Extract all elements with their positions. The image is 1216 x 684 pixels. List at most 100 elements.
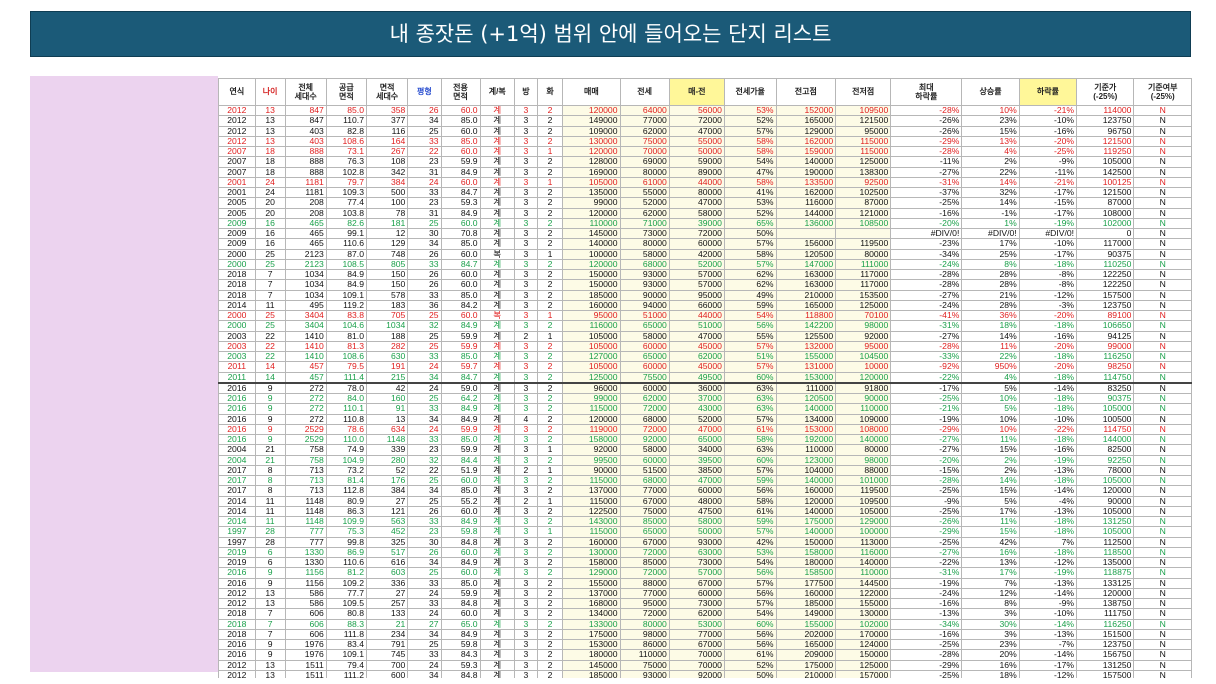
- table-cell[interactable]: 58000: [619, 248, 670, 260]
- table-cell[interactable]: 27: [407, 618, 442, 630]
- table-cell[interactable]: 53%: [723, 546, 777, 559]
- table-cell[interactable]: 92250: [1076, 454, 1135, 466]
- table-cell[interactable]: 110.0: [325, 433, 367, 446]
- table-cell[interactable]: 109000: [835, 413, 892, 425]
- table-cell[interactable]: 2: [536, 361, 564, 373]
- table-cell[interactable]: 62000: [619, 125, 670, 137]
- table-cell[interactable]: 122500: [562, 505, 621, 518]
- table-cell[interactable]: 52%: [723, 207, 777, 219]
- table-cell[interactable]: 100000: [562, 248, 621, 260]
- table-cell[interactable]: 2018: [218, 628, 256, 641]
- table-cell[interactable]: 272: [284, 392, 327, 405]
- table-cell[interactable]: 22: [254, 340, 286, 353]
- table-cell[interactable]: N: [1133, 381, 1192, 394]
- table-cell[interactable]: 120000: [835, 371, 892, 384]
- table-cell[interactable]: 84.9: [440, 166, 481, 178]
- table-cell[interactable]: 72000: [619, 608, 670, 620]
- table-cell[interactable]: 85.0: [440, 289, 481, 301]
- table-cell[interactable]: 86.3: [325, 505, 367, 518]
- table-cell[interactable]: 111000: [835, 258, 892, 271]
- table-cell[interactable]: 137000: [562, 587, 621, 600]
- table-cell[interactable]: 10%: [961, 104, 1020, 117]
- table-cell[interactable]: 84.8: [440, 536, 481, 548]
- table-cell[interactable]: 11: [254, 505, 286, 518]
- table-cell[interactable]: 160000: [775, 485, 837, 497]
- table-cell[interactable]: -12%: [1018, 289, 1078, 301]
- table-cell[interactable]: 105000: [1076, 505, 1135, 518]
- table-cell[interactable]: 2: [536, 392, 564, 405]
- table-row[interactable]: 2001 24 1181 109.3 500 33 84.7 계 3 2 135000 55000 80…: [218, 186, 1192, 199]
- table-cell[interactable]: -20%: [1018, 361, 1078, 373]
- table-cell[interactable]: 53000: [668, 618, 725, 630]
- table-cell[interactable]: 7%: [961, 577, 1020, 589]
- table-cell[interactable]: 9: [254, 577, 286, 589]
- table-cell[interactable]: 2: [513, 495, 538, 507]
- table-cell[interactable]: 634: [365, 423, 409, 436]
- table-cell[interactable]: 2012: [218, 104, 256, 117]
- table-cell[interactable]: 384: [365, 176, 409, 189]
- table-cell[interactable]: 125000: [562, 371, 621, 384]
- table-cell[interactable]: 36000: [668, 381, 725, 394]
- table-cell[interactable]: 4%: [961, 371, 1020, 384]
- table-cell[interactable]: 67000: [619, 495, 670, 507]
- table-cell[interactable]: 51500: [619, 464, 670, 477]
- table-cell[interactable]: 2: [536, 115, 564, 127]
- table-cell[interactable]: N: [1133, 115, 1192, 127]
- table-cell[interactable]: 99000: [562, 197, 621, 209]
- table-cell[interactable]: -16%: [1018, 330, 1078, 342]
- table-cell[interactable]: 59000: [668, 156, 725, 168]
- table-cell[interactable]: 120500: [775, 392, 837, 405]
- table-cell[interactable]: 2: [536, 515, 564, 528]
- table-cell[interactable]: 2: [536, 567, 564, 579]
- table-cell[interactable]: 59.8: [440, 526, 481, 538]
- table-cell[interactable]: 23: [407, 156, 442, 168]
- table-cell[interactable]: 계: [479, 176, 515, 189]
- table-cell[interactable]: 75.3: [325, 526, 367, 538]
- table-cell[interactable]: 2: [536, 423, 564, 436]
- table-cell[interactable]: 계: [479, 145, 515, 158]
- table-cell[interactable]: 30: [407, 536, 442, 548]
- table-cell[interactable]: 17%: [961, 238, 1020, 250]
- table-cell[interactable]: 151500: [1076, 628, 1135, 641]
- table-cell[interactable]: 13: [254, 125, 286, 137]
- table-cell[interactable]: 60000: [619, 381, 670, 394]
- table-cell[interactable]: 계: [479, 495, 515, 507]
- table-cell[interactable]: -8%: [1018, 279, 1078, 291]
- table-cell[interactable]: 80.9: [325, 495, 367, 507]
- table-cell[interactable]: 847: [284, 115, 327, 127]
- table-cell[interactable]: 63%: [723, 444, 777, 456]
- table-cell[interactable]: 210000: [775, 289, 837, 301]
- table-cell[interactable]: 2001: [218, 186, 256, 199]
- table-cell[interactable]: 55.2: [440, 495, 481, 507]
- table-cell[interactable]: 34: [407, 628, 442, 641]
- table-cell[interactable]: 계: [479, 444, 515, 456]
- table-cell[interactable]: 18: [254, 145, 286, 158]
- table-cell[interactable]: 95000: [835, 125, 892, 137]
- table-cell[interactable]: 119.2: [325, 299, 367, 312]
- table-cell[interactable]: 33: [407, 258, 442, 271]
- table-cell[interactable]: -3%: [1018, 299, 1078, 312]
- table-cell[interactable]: N: [1133, 618, 1192, 630]
- table-cell[interactable]: -22%: [890, 371, 963, 384]
- table-cell[interactable]: 9: [254, 567, 286, 579]
- table-cell[interactable]: 145000: [562, 227, 621, 240]
- table-cell[interactable]: 3: [513, 403, 538, 415]
- table-cell[interactable]: 164: [365, 135, 409, 148]
- table-cell[interactable]: 79.4: [325, 659, 367, 671]
- table-cell[interactable]: 155000: [775, 618, 837, 630]
- table-cell[interactable]: 27: [365, 587, 409, 600]
- table-cell[interactable]: 120000: [562, 413, 621, 425]
- table-row[interactable]: 2003 22 1410 81.3 282 25 59.9 계 3 2 105000 60000 450…: [218, 340, 1192, 353]
- table-cell[interactable]: 2: [536, 125, 564, 137]
- table-cell[interactable]: 59.3: [440, 659, 481, 671]
- column-header[interactable]: 방: [513, 78, 538, 106]
- table-cell[interactable]: 60.0: [440, 145, 481, 158]
- table-cell[interactable]: 60.0: [440, 248, 481, 260]
- table-cell[interactable]: 84.0: [325, 392, 367, 405]
- table-cell[interactable]: -28%: [890, 279, 963, 291]
- table-cell[interactable]: 2017: [218, 464, 256, 477]
- table-cell[interactable]: 57%: [723, 464, 777, 477]
- table-cell[interactable]: 계: [479, 413, 515, 425]
- table-cell[interactable]: 26: [407, 546, 442, 559]
- table-cell[interactable]: 630: [365, 350, 409, 363]
